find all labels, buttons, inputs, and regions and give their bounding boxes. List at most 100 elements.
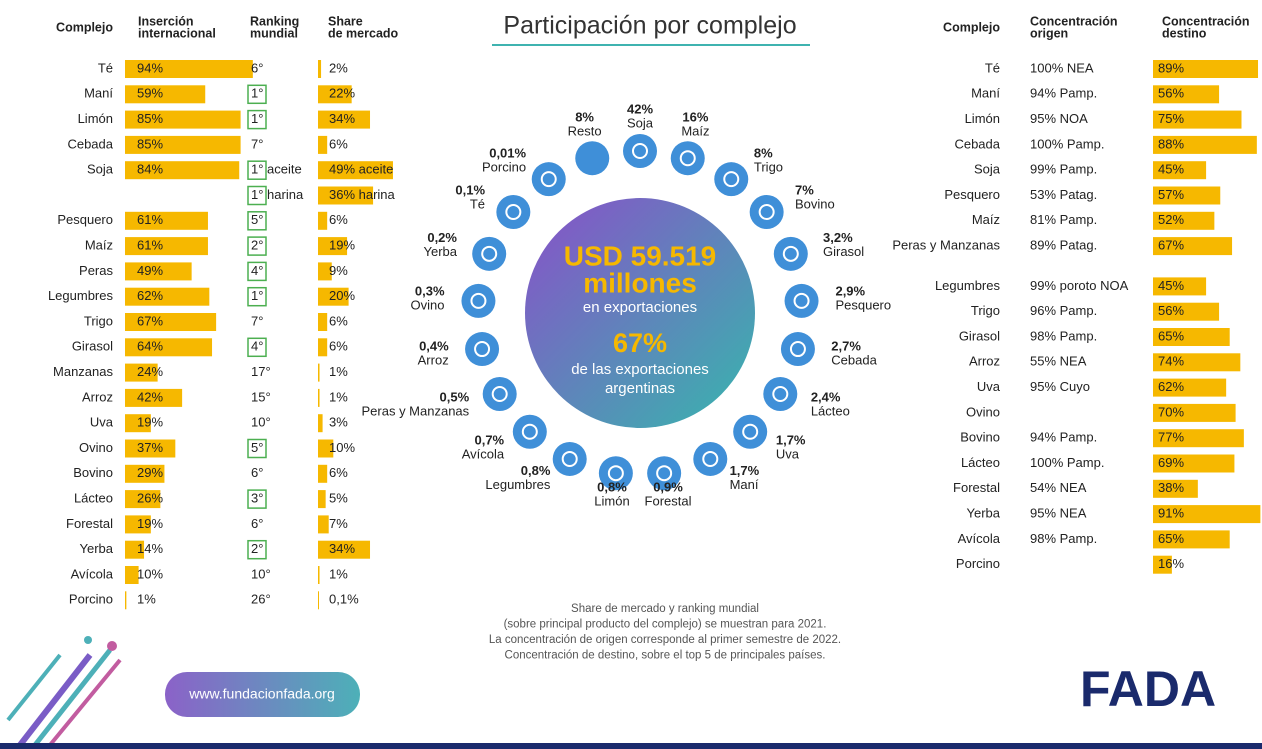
ranking: 6°: [251, 516, 263, 531]
origen: 98% Pamp.: [1030, 328, 1097, 343]
ring-pct: 0,2%: [427, 230, 457, 245]
bar: [318, 465, 327, 483]
complejo: Limón: [965, 111, 1000, 126]
value-label: 6%: [329, 212, 348, 227]
complejo: Soja: [87, 162, 114, 177]
value-label: 19%: [137, 516, 163, 531]
ring-icon: [693, 442, 727, 476]
origen: 94% Pamp.: [1030, 86, 1097, 101]
ring-pct: 3,2%: [823, 230, 853, 245]
value-label: 57%: [1158, 187, 1184, 202]
ring-pct: 0,9%: [653, 479, 683, 494]
value-label: 2%: [329, 60, 348, 75]
complejo: Girasol: [959, 328, 1000, 343]
value-label: 65%: [1158, 328, 1184, 343]
center-text: millones: [583, 267, 697, 298]
bottom-bar: [0, 743, 1262, 749]
logo: FADA: [1080, 661, 1216, 717]
value-label: 19%: [329, 238, 355, 253]
value-label: 36% harina: [329, 187, 396, 202]
infographic: Participación por complejo www.fundacion…: [0, 0, 1262, 749]
value-label: 84%: [137, 162, 163, 177]
ring-pct: 16%: [682, 110, 708, 125]
ring-name: Limón: [594, 493, 629, 508]
ranking: 6°: [251, 465, 263, 480]
complejo: Pesquero: [944, 187, 1000, 202]
bar: [318, 60, 321, 78]
bar: [125, 591, 126, 609]
center-text: 67%: [613, 328, 667, 358]
complejo: Trigo: [84, 313, 113, 328]
footnote: Share de mercado y ranking mundial: [571, 603, 759, 615]
value-label: 34%: [329, 541, 355, 556]
value-label: 9%: [329, 263, 348, 278]
complejo: Bovino: [960, 430, 1000, 445]
complejo: Uva: [90, 415, 114, 430]
ring-name: Avícola: [462, 446, 505, 461]
value-label: 14%: [137, 541, 163, 556]
decor: [8, 636, 120, 745]
complejo: Porcino: [69, 592, 113, 607]
ring-name: Soja: [627, 115, 654, 130]
ring-name: Peras y Manzanas: [362, 403, 470, 418]
value-label: 1%: [329, 566, 348, 581]
value-label: 62%: [137, 288, 163, 303]
value-label: 10%: [329, 440, 355, 455]
ranking: 15°: [251, 389, 271, 404]
ring-icon: [623, 134, 657, 168]
value-label: 1%: [137, 592, 156, 607]
ring-name: Lácteo: [811, 403, 850, 418]
origen: 99% poroto NOA: [1030, 278, 1129, 293]
value-label: 61%: [137, 238, 163, 253]
ranking: 7°: [251, 313, 263, 328]
value-label: 91%: [1158, 506, 1184, 521]
complejo: Legumbres: [935, 278, 1001, 293]
center-text: en exportaciones: [583, 299, 697, 316]
ring-pct: 0,3%: [415, 284, 445, 299]
complejo: Trigo: [971, 303, 1000, 318]
ranking: 1°: [251, 111, 263, 126]
ring-icon: [763, 377, 797, 411]
value-label: 64%: [137, 339, 163, 354]
value-label: 45%: [1158, 162, 1184, 177]
ring-name: Té: [470, 197, 485, 212]
footnote: (sobre principal producto del complejo) …: [504, 619, 827, 631]
bar: [318, 136, 327, 154]
value-label: 45%: [1158, 278, 1184, 293]
complejo: Lácteo: [961, 455, 1000, 470]
value-label: 6%: [329, 313, 348, 328]
center-text: de las exportaciones: [571, 361, 709, 378]
ring-pct: 0,5%: [440, 389, 470, 404]
value-label: 42%: [137, 389, 163, 404]
complejo: Cebada: [67, 136, 113, 151]
ring-icon: [465, 332, 499, 366]
ring-name: Yerba: [423, 244, 457, 259]
ranking: 6°: [251, 60, 263, 75]
origen: 89% Patag.: [1030, 238, 1097, 253]
value-label: 67%: [137, 313, 163, 328]
value-label: 49% aceite: [329, 162, 393, 177]
value-label: 59%: [137, 86, 163, 101]
ranking: 10°: [251, 566, 271, 581]
column-header: internacional: [138, 26, 216, 40]
ring-name: Legumbres: [485, 477, 551, 492]
ring-name: Maíz: [681, 124, 709, 139]
ring-pct: 0,1%: [455, 183, 485, 198]
origen: 55% NEA: [1030, 354, 1087, 369]
value-label: 6%: [329, 465, 348, 480]
complejo: Yerba: [967, 506, 1001, 521]
value-label: 10%: [137, 566, 163, 581]
value-label: 7%: [329, 516, 348, 531]
bar: [318, 389, 320, 407]
complejo: Soja: [974, 162, 1001, 177]
value-label: 20%: [329, 288, 355, 303]
ring-icon: [785, 284, 819, 318]
ranking: 1°: [251, 288, 263, 303]
complejo: Yerba: [80, 541, 114, 556]
origen: 95% NOA: [1030, 111, 1088, 126]
origen: 96% Pamp.: [1030, 303, 1097, 318]
bar: [318, 414, 323, 432]
ring-pct: 2,9%: [835, 284, 865, 299]
value-label: 22%: [329, 86, 355, 101]
ring-pct: 2,7%: [831, 338, 861, 353]
